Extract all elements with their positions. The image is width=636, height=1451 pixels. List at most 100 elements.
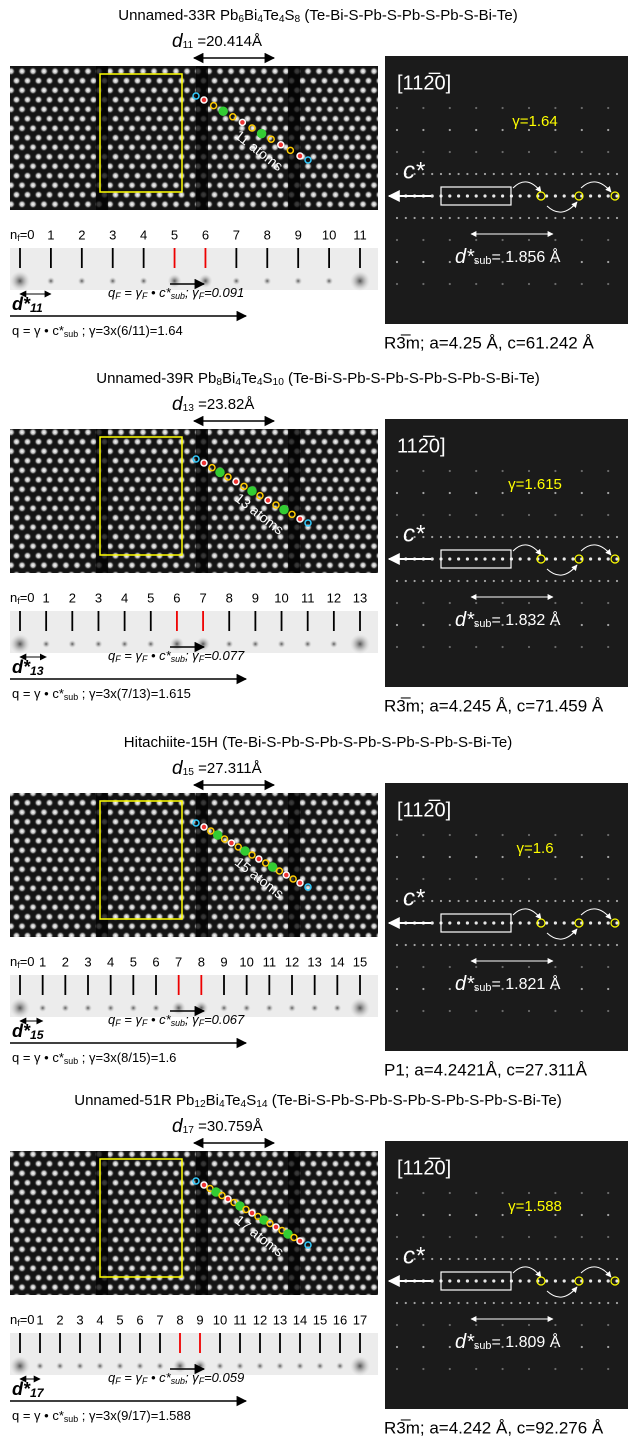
diffraction-spot <box>449 173 451 175</box>
diffraction-spot <box>396 988 398 990</box>
diffraction-spot <box>396 1346 398 1348</box>
diffraction-spot <box>483 921 486 924</box>
diffraction-spot <box>466 944 468 946</box>
diffraction-spot <box>581 536 583 538</box>
diffraction-spot <box>493 173 495 175</box>
diffraction-spot <box>581 834 583 836</box>
subscript: 11 <box>183 40 194 51</box>
index-label: 10 <box>322 227 336 242</box>
dark-band <box>196 793 208 937</box>
diffraction-spot <box>563 557 566 560</box>
satellite-spot <box>220 1004 228 1012</box>
diffraction-spot <box>449 580 451 582</box>
diffraction-spot <box>502 514 504 516</box>
diffraction-spot <box>396 1236 398 1238</box>
diffraction-spot <box>475 492 477 494</box>
diffraction-spot <box>492 557 495 560</box>
diffraction-spot <box>554 151 556 153</box>
diffraction-spot <box>581 646 583 648</box>
diffraction-spot <box>571 1279 574 1282</box>
diffraction-spot <box>546 1258 548 1260</box>
text-run: n <box>10 227 17 242</box>
diffraction-spot <box>607 1258 609 1260</box>
diffraction-spot <box>581 624 583 626</box>
satellite-spot <box>304 640 312 648</box>
diffraction-spot <box>607 239 609 241</box>
index-label: nf=0 <box>10 590 35 606</box>
text-run: = γ <box>121 285 144 300</box>
diffraction-spot <box>449 900 451 902</box>
diffraction-spot <box>607 557 610 560</box>
satellite-spot <box>61 1004 69 1012</box>
index-label: 11 <box>233 1312 247 1327</box>
index-label: 6 <box>136 1312 143 1327</box>
diffraction-spot <box>475 217 477 219</box>
diffraction-spot <box>607 107 609 109</box>
diffraction-spot <box>396 834 398 836</box>
diffraction-spot <box>554 239 556 241</box>
diffraction-spot <box>449 1324 451 1326</box>
diffraction-spot <box>458 1258 460 1260</box>
diffraction-spot <box>396 470 398 472</box>
diffraction-spot <box>484 536 486 538</box>
satellite-spot <box>10 634 30 654</box>
diffraction-spot <box>396 856 398 858</box>
subscript: 13 <box>183 403 195 414</box>
diffraction-spot <box>431 1258 433 1260</box>
text-run: ; γ=3x(7/13)=1.615 <box>78 686 191 701</box>
zone-axis: 112̅0] <box>397 434 446 457</box>
diffraction-spot <box>396 966 398 968</box>
diffraction-spot <box>449 239 451 241</box>
diffraction-spot <box>502 900 504 902</box>
diffraction-spot <box>502 1192 504 1194</box>
index-label: 7 <box>199 590 206 605</box>
satellite-spot <box>350 634 370 654</box>
diffraction-spot <box>581 900 583 902</box>
diffraction-spot <box>581 173 583 175</box>
diffraction-spot <box>422 834 424 836</box>
atom <box>201 460 207 466</box>
text-run: = γ <box>121 1012 144 1027</box>
atom <box>256 856 262 862</box>
diffraction-spot <box>607 646 609 648</box>
index-label: 7 <box>233 227 240 242</box>
diffraction-spot <box>475 239 477 241</box>
atom <box>228 840 234 846</box>
satellite-spot <box>311 1004 319 1012</box>
diffraction-spot <box>502 1236 504 1238</box>
atom <box>278 142 284 148</box>
satellite-spot <box>225 640 233 648</box>
diffraction-spot <box>581 1214 583 1216</box>
diffraction-spot <box>502 107 504 109</box>
atom <box>225 1196 231 1202</box>
diffraction-spot <box>590 1302 592 1304</box>
diffraction-spot <box>396 1214 398 1216</box>
atom <box>283 872 289 878</box>
diffraction-spot <box>502 536 504 538</box>
diffraction-spot <box>449 834 451 836</box>
text-run: =27.311Å <box>194 760 262 777</box>
diffraction-spot <box>563 580 565 582</box>
period-label: d15 =27.311Å <box>172 758 262 779</box>
diffraction-spot <box>431 557 434 560</box>
atom <box>249 1210 255 1216</box>
satellite-spot <box>152 1004 160 1012</box>
diffraction-spot <box>528 514 530 516</box>
diffraction-spot <box>448 194 451 197</box>
diffraction-spot <box>440 944 442 946</box>
diffraction-spot <box>571 194 574 197</box>
diffraction-spot <box>396 492 398 494</box>
diffraction-spot <box>458 536 460 538</box>
diffraction-spot <box>501 1279 504 1282</box>
text-run: = 1.821 Å <box>491 974 560 993</box>
diffraction-spot <box>431 921 434 924</box>
diffraction-spot <box>431 217 433 219</box>
atom <box>216 468 224 476</box>
diffraction-spot <box>475 557 478 560</box>
text-run: d* <box>455 246 475 268</box>
diffraction-spot <box>458 173 460 175</box>
diffraction-spot <box>607 217 609 219</box>
diffraction-spot <box>475 283 477 285</box>
diffraction-spot <box>449 1214 451 1216</box>
diffraction-spot <box>590 536 592 538</box>
